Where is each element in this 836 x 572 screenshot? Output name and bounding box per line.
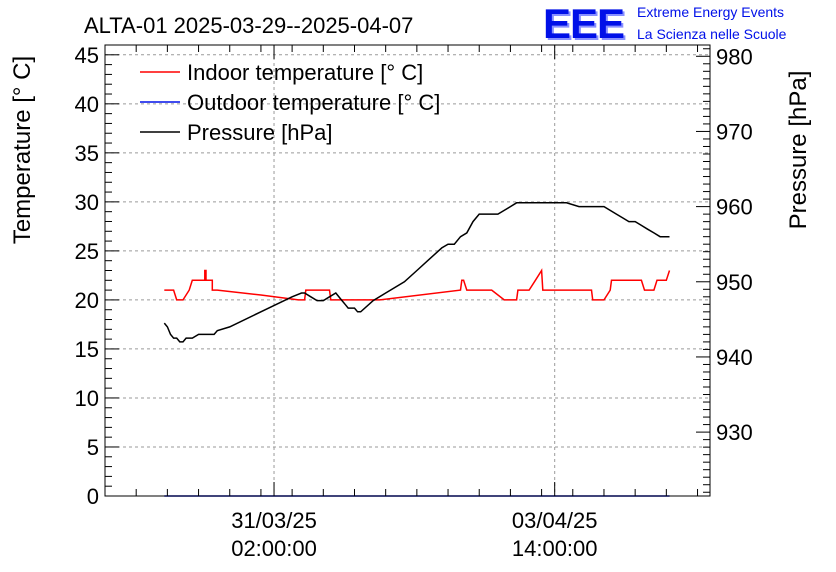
eee-logo: EEE: [543, 0, 625, 47]
legend-label-2: Pressure [hPa]: [187, 120, 333, 145]
y-tick-label: 40: [75, 92, 99, 117]
y2-tick-label: 980: [716, 44, 753, 69]
series-line-2: [163, 202, 670, 343]
legend-label-0: Indoor temperature [° C]: [187, 60, 423, 85]
y-axis-label: Temperature [° C]: [9, 56, 36, 244]
y2-tick-label: 930: [716, 420, 753, 445]
y-tick-label: 30: [75, 190, 99, 215]
y2-tick-label: 970: [716, 119, 753, 144]
grid: [105, 45, 710, 496]
y-tick-label: 15: [75, 337, 99, 362]
y2-tick-label: 940: [716, 345, 753, 370]
legend-label-1: Outdoor temperature [° C]: [187, 90, 440, 115]
axes: 0 5 10 15 20 25 30 35 40 45 930 940 950 960 970 980 31/0…: [75, 43, 753, 561]
y-tick-label: 35: [75, 141, 99, 166]
x-tick-label-date: 31/03/25: [231, 508, 317, 533]
x-tick-label-time: 14:00:00: [512, 536, 598, 561]
y-tick-label: 25: [75, 239, 99, 264]
legend: Indoor temperature [° C] Outdoor temperat…: [140, 60, 440, 145]
y-tick-label: 0: [87, 484, 99, 509]
x-tick-label-date: 03/04/25: [512, 508, 598, 533]
y-tick-label: 20: [75, 288, 99, 313]
series-line-0: [164, 268, 671, 301]
y2-axis-label: Pressure [hPa]: [785, 71, 812, 230]
y-tick-label: 45: [75, 43, 99, 68]
x-tick-label-time: 02:00:00: [231, 536, 317, 561]
chart-title: ALTA-01 2025-03-29--2025-04-07: [84, 13, 413, 38]
y2-tick-label: 950: [716, 270, 753, 295]
y-tick-label: 10: [75, 386, 99, 411]
logo-caption-line2: La Scienza nelle Scuole: [637, 26, 787, 42]
logo-caption-line1: Extreme Energy Events: [637, 4, 785, 20]
y2-tick-label: 960: [716, 195, 753, 220]
y-tick-label: 5: [87, 435, 99, 460]
